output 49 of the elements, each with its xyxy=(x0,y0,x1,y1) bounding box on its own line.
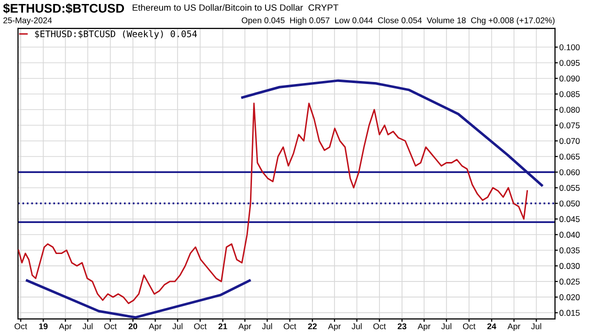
y-tick-label: 0.065 xyxy=(559,154,580,160)
y-tick-label: 0.045 xyxy=(559,216,580,222)
y-tick-label: 0.020 xyxy=(559,294,580,300)
y-tick-label: 0.015 xyxy=(559,310,580,316)
x-tick-label: 19 xyxy=(39,323,48,330)
x-tick-label: Jul xyxy=(262,323,272,330)
y-tick-label: 0.080 xyxy=(559,106,580,113)
y-tick-label: 0.095 xyxy=(559,60,580,66)
x-tick-label: Oct xyxy=(284,323,296,330)
x-tick-label: 21 xyxy=(218,323,228,330)
x-tick-label: 20 xyxy=(128,323,138,330)
x-tick-label: Apr xyxy=(58,323,72,331)
line-series xyxy=(18,102,528,304)
y-tick-label: 0.070 xyxy=(559,138,580,144)
x-tick-label: Jul xyxy=(531,323,542,330)
x-tick-label: Jul xyxy=(441,323,452,330)
y-tick-label: 0.050 xyxy=(559,200,580,206)
chart-title: $ETHUSD:$BTCUSD xyxy=(3,3,124,14)
legend-label: $ETHUSD:$BTCUSD (Weekly) 0.054 xyxy=(35,30,197,39)
x-tick-label: Apr xyxy=(328,323,341,331)
x-tick-label: Oct xyxy=(104,323,117,330)
y-tick-label: 0.060 xyxy=(559,169,580,176)
y-tick-label: 0.030 xyxy=(559,263,580,269)
y-tick-label: 0.055 xyxy=(559,184,580,191)
x-tick-label: Oct xyxy=(462,323,476,330)
x-tick-label: Apr xyxy=(418,323,430,331)
x-tick-label: Apr xyxy=(238,323,252,331)
x-tick-label: Oct xyxy=(194,323,207,330)
text: Open 0.045 High 0.057 Low 0.044 Close 0.054 Volume 18 Chg +0.008 (+17.02%) xyxy=(242,17,555,25)
x-tick-label: Oct xyxy=(373,323,386,330)
y-tick-label: 0.035 xyxy=(559,247,580,254)
y-tick-label: 0.085 xyxy=(559,91,580,98)
x-tick-label: Jul xyxy=(172,323,182,330)
x-tick-label: Oct xyxy=(14,323,28,330)
y-tick-label: 0.100 xyxy=(559,44,580,50)
text: 25-May-2024 xyxy=(3,17,52,25)
y-tick-label: 0.040 xyxy=(559,232,580,238)
x-tick-label: 23 xyxy=(398,323,406,330)
y-tick-label: 0.075 xyxy=(559,122,580,128)
line-series xyxy=(26,279,251,319)
x-tick-label: 24 xyxy=(487,323,496,330)
x-tick-label: Jul xyxy=(82,323,93,330)
x-tick-label: Jul xyxy=(352,323,362,330)
x-tick-label: Apr xyxy=(508,323,520,331)
x-tick-label: 22 xyxy=(308,323,317,330)
chart-subtitle: Ethereum to US Dollar/Bitcoin to US Dollar CRYPT xyxy=(132,4,338,11)
y-tick-label: 0.090 xyxy=(559,76,580,82)
x-tick-label: Apr xyxy=(148,323,162,331)
y-tick-label: 0.025 xyxy=(559,278,580,285)
